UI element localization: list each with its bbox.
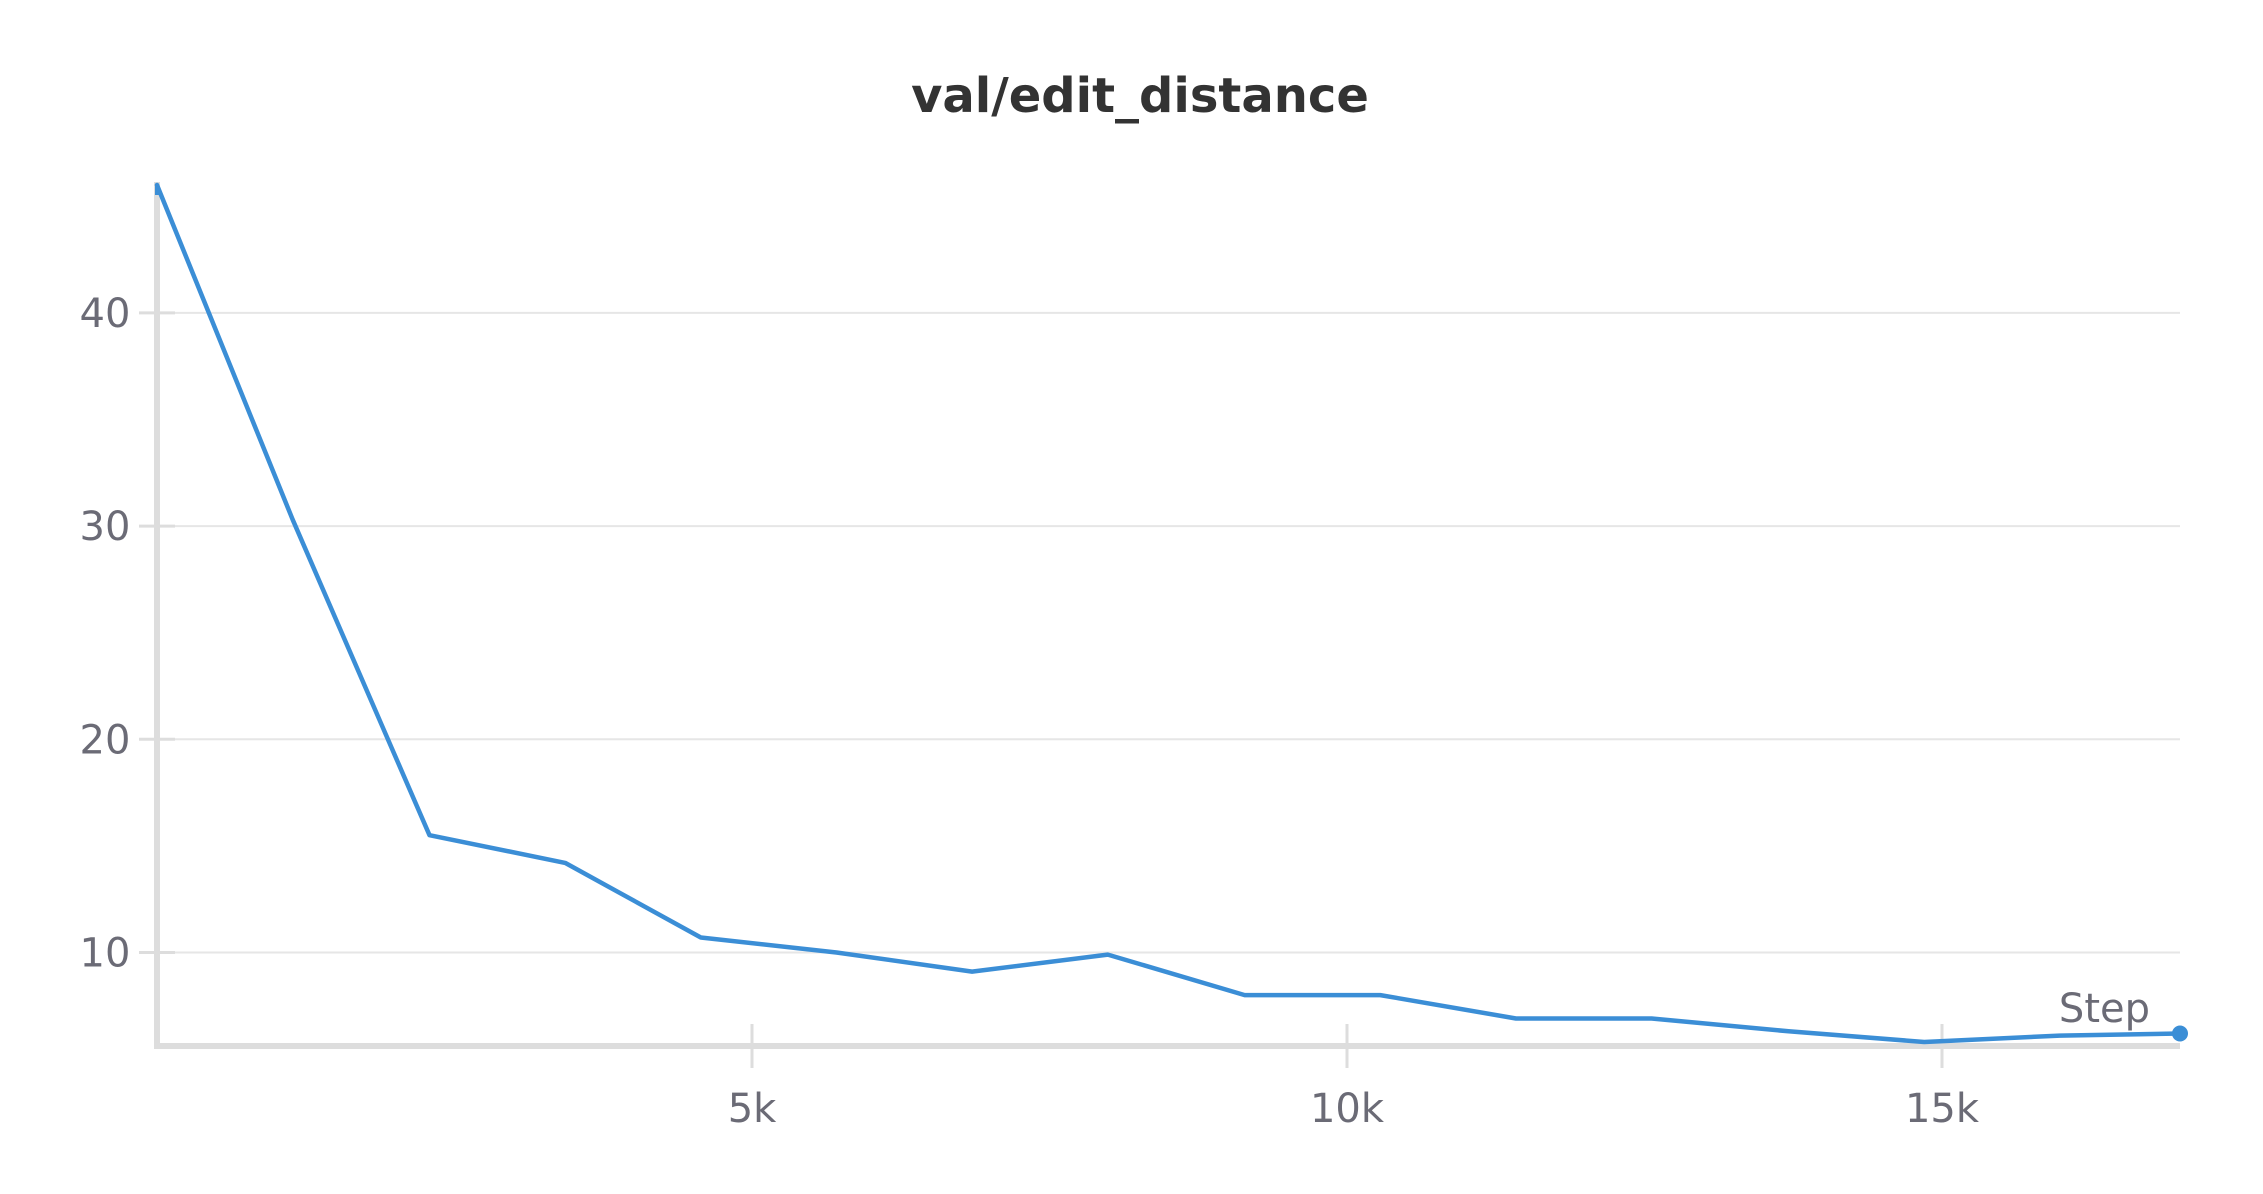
x-tick-label: 5k: [728, 1086, 777, 1132]
series-layer: [154, 182, 2188, 1045]
y-tick-label: 10: [80, 930, 131, 976]
series-last-point: [2172, 1025, 2188, 1042]
x-tick-label: 15k: [1905, 1086, 1980, 1132]
series-line: [154, 182, 2183, 1045]
chart-title: val/edit_distance: [911, 68, 1369, 124]
tick-labels: 10 20 30 40 5k 10k 15k: [80, 291, 1980, 1132]
x-tick-label: 10k: [1310, 1086, 1385, 1132]
y-tick-label: 20: [80, 717, 131, 763]
y-tick-label: 40: [80, 291, 131, 337]
axes: [139, 182, 2180, 1068]
y-tick-label: 30: [80, 504, 131, 550]
x-axis-label: Step: [2059, 986, 2150, 1032]
grid-lines: [157, 311, 2180, 954]
